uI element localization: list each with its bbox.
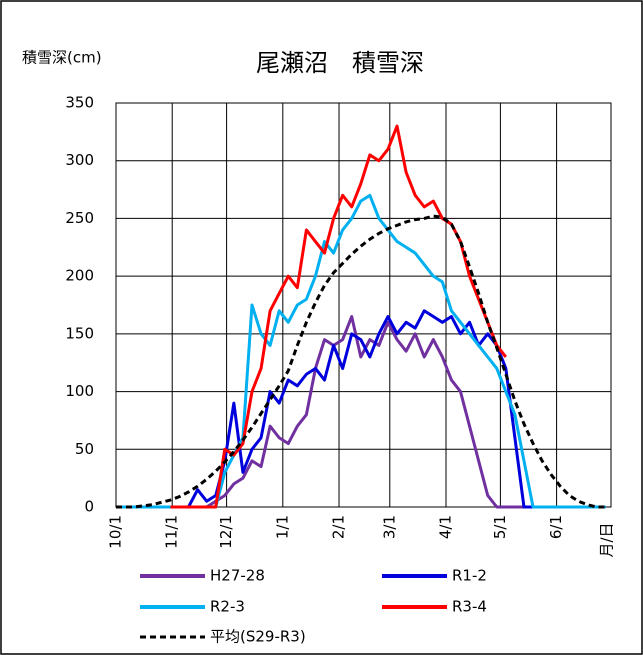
y-tick-label: 300 xyxy=(65,151,94,169)
x-axis-label: 月/日 xyxy=(598,522,616,557)
x-tick-label: 1/1 xyxy=(273,515,291,539)
plot-area xyxy=(115,102,612,508)
y-axis-label: 積雪深(cm) xyxy=(22,49,102,67)
x-tick-label: 10/1 xyxy=(107,515,125,549)
x-tick-label: 6/1 xyxy=(547,515,565,539)
x-tick-label: 12/1 xyxy=(217,515,235,549)
legend-label: R2-3 xyxy=(210,598,245,616)
y-tick-label: 250 xyxy=(65,209,94,227)
x-tick-label: 2/1 xyxy=(330,515,348,539)
x-tick-label: 11/1 xyxy=(163,515,181,549)
y-tick-label: 200 xyxy=(65,267,94,285)
legend-label: 平均(S29-R3) xyxy=(210,628,306,646)
series-line xyxy=(116,309,606,509)
y-tick-label: 150 xyxy=(65,324,94,342)
series-line xyxy=(116,214,606,509)
x-tick-label: 5/1 xyxy=(491,515,509,539)
legend-label: R3-4 xyxy=(452,598,487,616)
chart-title: 尾瀬沼 積雪深 xyxy=(256,49,424,77)
y-tick-label: 0 xyxy=(84,498,94,516)
x-tick-label: 4/1 xyxy=(437,515,455,539)
x-tick-label: 3/1 xyxy=(380,515,398,539)
y-tick-label: 350 xyxy=(65,94,94,112)
y-tick-label: 50 xyxy=(75,440,94,458)
legend-label: R1-2 xyxy=(452,567,487,585)
legend-label: H27-28 xyxy=(210,567,265,585)
series-line xyxy=(170,124,508,509)
y-tick-label: 100 xyxy=(65,382,94,400)
